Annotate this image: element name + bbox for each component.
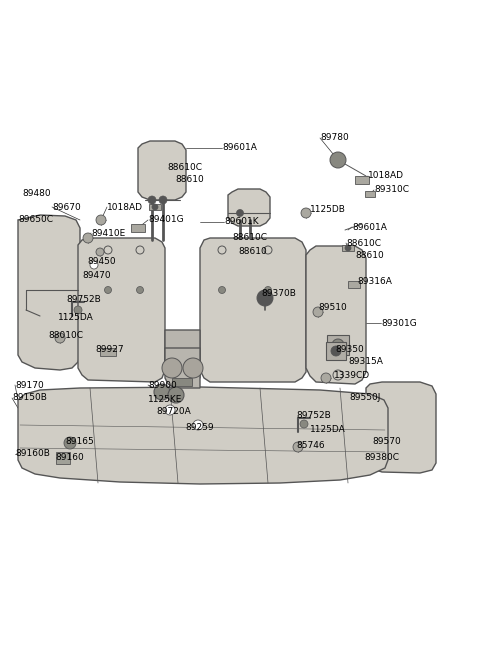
Text: 89316A: 89316A [357, 278, 392, 286]
Circle shape [162, 358, 182, 378]
Polygon shape [200, 238, 306, 382]
Circle shape [237, 210, 243, 217]
Text: 89601A: 89601A [222, 143, 257, 153]
Text: 89752B: 89752B [66, 295, 101, 305]
Circle shape [159, 196, 167, 204]
Circle shape [136, 286, 144, 293]
Circle shape [55, 333, 65, 343]
Text: 89601A: 89601A [352, 223, 387, 231]
Text: 89259: 89259 [185, 422, 214, 432]
FancyBboxPatch shape [326, 342, 346, 360]
Text: 89410E: 89410E [91, 229, 125, 238]
Text: 1018AD: 1018AD [107, 202, 143, 212]
Polygon shape [18, 215, 80, 370]
Text: 89601K: 89601K [224, 217, 259, 227]
Text: 1339CD: 1339CD [334, 371, 370, 381]
Circle shape [74, 306, 82, 314]
FancyBboxPatch shape [355, 176, 369, 184]
Text: 89927: 89927 [95, 345, 124, 354]
Text: 89752B: 89752B [296, 411, 331, 421]
FancyBboxPatch shape [348, 281, 360, 288]
Circle shape [96, 248, 104, 256]
Circle shape [83, 233, 93, 243]
Text: 88610C: 88610C [346, 238, 381, 248]
Text: 1125DA: 1125DA [310, 426, 346, 434]
Polygon shape [78, 238, 165, 382]
Circle shape [330, 152, 346, 168]
Polygon shape [228, 189, 270, 226]
FancyBboxPatch shape [56, 452, 70, 464]
Text: 89450: 89450 [87, 257, 116, 265]
Text: 89900: 89900 [148, 381, 177, 390]
FancyBboxPatch shape [131, 224, 145, 232]
Text: 85746: 85746 [296, 441, 324, 449]
Text: 89570: 89570 [372, 436, 401, 445]
Circle shape [168, 387, 184, 403]
Text: 89720A: 89720A [156, 407, 191, 417]
Text: 89510: 89510 [318, 303, 347, 312]
Circle shape [293, 442, 303, 452]
Text: 89350: 89350 [335, 345, 364, 354]
Text: 88610: 88610 [238, 246, 267, 255]
Text: 89650C: 89650C [18, 215, 53, 225]
Circle shape [90, 261, 98, 269]
Text: 89470: 89470 [82, 272, 110, 280]
Circle shape [331, 346, 341, 356]
Text: 89401G: 89401G [148, 215, 184, 225]
Circle shape [165, 405, 175, 415]
Polygon shape [306, 246, 366, 384]
Text: 89301G: 89301G [381, 318, 417, 328]
Circle shape [257, 290, 273, 306]
Circle shape [96, 215, 106, 225]
Text: 89670: 89670 [52, 202, 81, 212]
Circle shape [264, 286, 272, 293]
Circle shape [193, 420, 203, 430]
FancyBboxPatch shape [172, 378, 192, 386]
FancyBboxPatch shape [149, 204, 161, 210]
FancyBboxPatch shape [100, 348, 116, 356]
Text: 89315A: 89315A [348, 358, 383, 367]
Polygon shape [18, 387, 388, 484]
Circle shape [345, 245, 351, 251]
Polygon shape [138, 141, 186, 200]
Text: 89480: 89480 [22, 189, 50, 198]
Text: 89780: 89780 [320, 134, 349, 143]
Circle shape [321, 373, 331, 383]
Text: 89160B: 89160B [15, 449, 50, 458]
FancyBboxPatch shape [365, 191, 375, 197]
Circle shape [301, 208, 311, 218]
FancyBboxPatch shape [342, 245, 354, 251]
Text: 88010C: 88010C [48, 331, 83, 341]
FancyBboxPatch shape [327, 335, 349, 355]
Text: 89370B: 89370B [261, 290, 296, 299]
Circle shape [300, 420, 308, 428]
Text: 88610: 88610 [175, 176, 204, 185]
Text: 1125DA: 1125DA [58, 314, 94, 322]
Text: 89160: 89160 [55, 453, 84, 462]
Circle shape [313, 307, 323, 317]
Circle shape [105, 286, 111, 293]
Text: 89310C: 89310C [374, 185, 409, 195]
Circle shape [154, 384, 170, 400]
Circle shape [152, 204, 158, 210]
Text: 89170: 89170 [15, 381, 44, 390]
Text: 89550J: 89550J [349, 394, 380, 403]
Text: 88610C: 88610C [167, 164, 202, 172]
Circle shape [183, 358, 203, 378]
Circle shape [148, 196, 156, 204]
Circle shape [64, 437, 76, 449]
Circle shape [332, 339, 344, 351]
Text: 89150B: 89150B [12, 394, 47, 403]
Text: 1018AD: 1018AD [368, 172, 404, 181]
Text: 1125DB: 1125DB [310, 204, 346, 214]
Polygon shape [165, 348, 200, 388]
Text: 88610C: 88610C [232, 233, 267, 242]
Text: 89165: 89165 [65, 436, 94, 445]
Text: 89380C: 89380C [364, 453, 399, 462]
Text: 88610: 88610 [355, 252, 384, 261]
Circle shape [218, 286, 226, 293]
Polygon shape [366, 382, 436, 473]
Text: 1125KE: 1125KE [148, 394, 182, 403]
Polygon shape [165, 330, 200, 378]
